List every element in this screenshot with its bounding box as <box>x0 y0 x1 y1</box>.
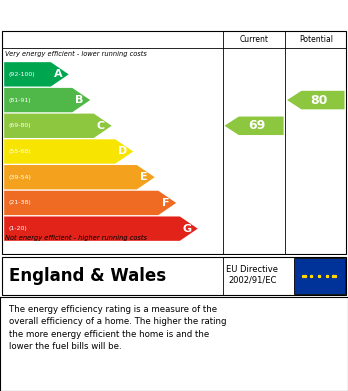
Polygon shape <box>4 139 133 164</box>
Polygon shape <box>287 91 345 109</box>
Bar <box>294 258 345 294</box>
Text: G: G <box>182 224 191 234</box>
Text: Energy Efficiency Rating: Energy Efficiency Rating <box>9 7 219 23</box>
Text: (69-80): (69-80) <box>8 123 31 128</box>
Text: Current: Current <box>239 35 269 44</box>
Text: (92-100): (92-100) <box>8 72 35 77</box>
Polygon shape <box>4 62 69 86</box>
Text: (1-20): (1-20) <box>8 226 27 231</box>
Text: (55-68): (55-68) <box>8 149 31 154</box>
Text: A: A <box>54 69 62 79</box>
Text: E: E <box>140 172 148 182</box>
Text: B: B <box>75 95 84 105</box>
Polygon shape <box>4 88 90 112</box>
Text: F: F <box>162 198 169 208</box>
Text: D: D <box>118 147 127 156</box>
Text: Not energy efficient - higher running costs: Not energy efficient - higher running co… <box>5 235 147 241</box>
Polygon shape <box>224 117 284 135</box>
Text: 69: 69 <box>248 119 266 132</box>
Polygon shape <box>4 191 176 215</box>
Text: Very energy efficient - lower running costs: Very energy efficient - lower running co… <box>5 51 147 57</box>
Text: C: C <box>97 121 105 131</box>
Text: (39-54): (39-54) <box>8 175 31 180</box>
Text: (81-91): (81-91) <box>8 98 31 102</box>
Text: (21-38): (21-38) <box>8 201 31 205</box>
Text: 80: 80 <box>310 93 327 107</box>
Polygon shape <box>4 217 198 241</box>
Polygon shape <box>4 165 155 189</box>
Text: EU Directive
2002/91/EC: EU Directive 2002/91/EC <box>226 265 278 285</box>
Polygon shape <box>4 114 112 138</box>
Text: England & Wales: England & Wales <box>9 267 166 285</box>
Text: Potential: Potential <box>299 35 333 44</box>
Text: The energy efficiency rating is a measure of the
overall efficiency of a home. T: The energy efficiency rating is a measur… <box>9 305 226 351</box>
